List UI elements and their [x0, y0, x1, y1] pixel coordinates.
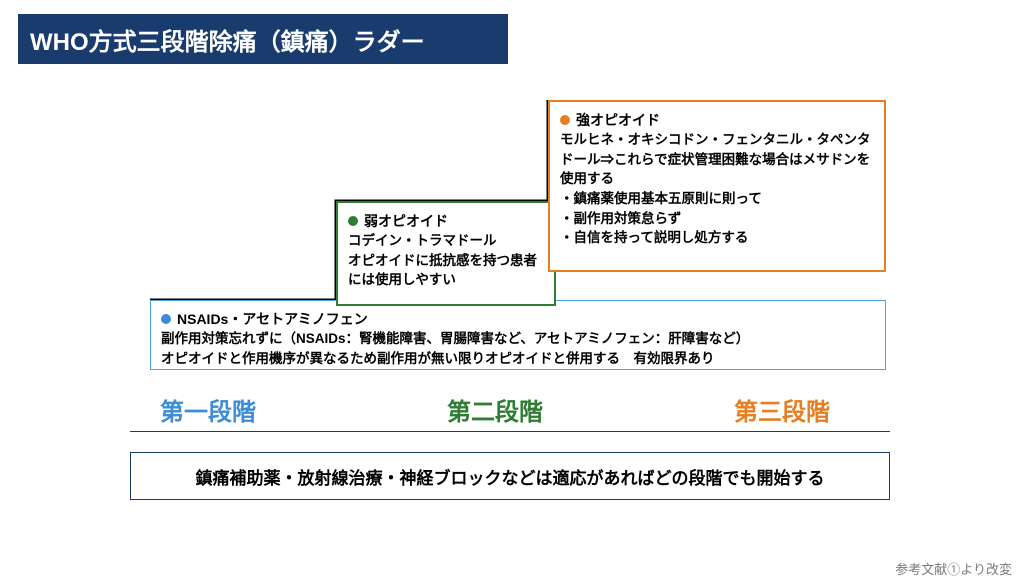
step2-bullet-icon: [348, 216, 358, 226]
step3-bullet-icon: [560, 115, 570, 125]
step2-box: 弱オピオイド コデイン・トラマドールオピオイドに抵抗感を持つ患者には使用しやすい: [336, 201, 556, 306]
step1-heading: NSAIDs・アセトアミノフェン: [177, 309, 368, 329]
step2-body: コデイン・トラマドールオピオイドに抵抗感を持つ患者には使用しやすい: [348, 231, 544, 290]
footer-text: 鎮痛補助薬・放射線治療・神経ブロックなどは適応があればどの段階でも開始する: [196, 464, 825, 489]
step3-body: モルヒネ・オキシコドン・フェンタニル・タペンタドール⇒これらで症状管理困難な場合…: [560, 130, 874, 247]
step2-heading: 弱オピオイド: [364, 211, 448, 231]
footer-box: 鎮痛補助薬・放射線治療・神経ブロックなどは適応があればどの段階でも開始する: [130, 452, 890, 500]
step2-heading-row: 弱オピオイド: [348, 211, 544, 231]
step3-box: 強オピオイド モルヒネ・オキシコドン・フェンタニル・タペンタドール⇒これらで症状…: [548, 100, 886, 272]
step3-heading-row: 強オピオイド: [560, 110, 874, 130]
step1-box: NSAIDs・アセトアミノフェン 副作用対策忘れずに（NSAIDs：腎機能障害、…: [150, 300, 886, 370]
step3-heading: 強オピオイド: [576, 110, 660, 130]
step1-heading-row: NSAIDs・アセトアミノフェン: [161, 309, 875, 329]
ladder-area: 強オピオイド モルヒネ・オキシコドン・フェンタニル・タペンタドール⇒これらで症状…: [150, 100, 890, 380]
step1-body: 副作用対策忘れずに（NSAIDs：腎機能障害、胃腸障害など、アセトアミノフェン：…: [161, 329, 875, 368]
stage2-label: 第二段階: [447, 392, 543, 427]
title-bar: WHO方式三段階除痛（鎮痛）ラダー: [18, 14, 508, 64]
stage1-label: 第一段階: [160, 392, 256, 427]
title-text: WHO方式三段階除痛（鎮痛）ラダー: [30, 22, 425, 57]
step1-bullet-icon: [161, 314, 171, 324]
stage-labels: 第一段階 第二段階 第三段階: [130, 392, 890, 432]
reference-text: 参考文献①より改変: [895, 559, 1012, 578]
stage3-label: 第三段階: [734, 392, 830, 427]
